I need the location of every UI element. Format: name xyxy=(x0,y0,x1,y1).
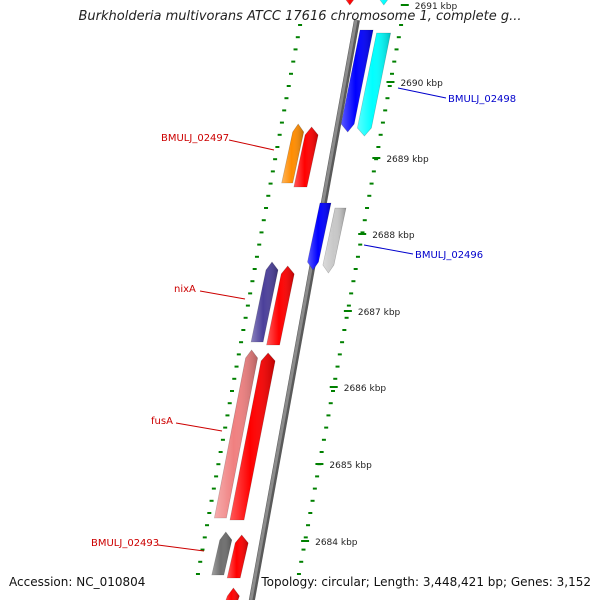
gene-arrow-BMULJ_02493-a-shading xyxy=(211,532,232,575)
gene-arrow-BMULJ_02498-b-shading xyxy=(357,33,391,136)
topology-text: Topology: circular; Length: 3,448,421 bp… xyxy=(261,575,591,589)
gene-label: BMULJ_02498 xyxy=(448,94,516,105)
gene-label: BMULJ_02497 xyxy=(161,133,229,144)
gene-label: BMULJ_02496 xyxy=(415,250,483,261)
gene-leader-line xyxy=(199,290,246,300)
gene-arrow-BMULJ_02498-a-shading xyxy=(341,30,374,132)
gene-arrow-BMULJ_02497-a-shading xyxy=(281,124,304,183)
chromosome-backbone xyxy=(248,19,358,605)
kbp-label: 2689 kbp xyxy=(386,155,429,165)
map-title: Burkholderia multivorans ATCC 17616 chro… xyxy=(78,9,522,24)
gene-arrow-cyan-top-shading xyxy=(380,0,388,5)
kbp-label: 2691 kbp xyxy=(415,2,458,12)
gene-arrow-nixA-a-shading xyxy=(251,262,278,342)
gene-arrow-nixA-b-shading xyxy=(266,266,295,345)
gene-leader-line xyxy=(228,139,275,151)
gene-arrow-fusA-a-shading xyxy=(214,350,258,518)
gene-leader-line xyxy=(397,87,447,99)
kbp-label: 2686 kbp xyxy=(344,384,387,394)
gene-label: nixA xyxy=(174,284,196,295)
gene-leader-line xyxy=(157,544,205,552)
gene-arrow-BMULJ_02493-b-shading xyxy=(227,535,249,578)
kbp-label: 2687 kbp xyxy=(358,308,401,318)
kbp-label: 2690 kbp xyxy=(400,79,443,89)
accession-text: Accession: NC_010804 xyxy=(9,575,146,589)
gene-arrow-fusA-b-shading xyxy=(230,353,276,520)
kbp-label: 2684 kbp xyxy=(315,538,358,548)
gene-arrow-red-top-shading xyxy=(346,0,354,5)
gene-arrow-BMULJ_02496-b-shading xyxy=(322,208,346,273)
gene-leader-line xyxy=(175,422,223,432)
gene-arrow-BMULJ_02496-a-shading xyxy=(307,203,331,270)
kbp-label: 2688 kbp xyxy=(372,231,415,241)
gene-leader-line xyxy=(363,244,414,255)
kbp-label: 2685 kbp xyxy=(329,461,372,471)
gene-arrow-BMULJ_02497-b-shading xyxy=(293,127,319,187)
gene-label: fusA xyxy=(151,416,173,427)
gene-label: BMULJ_02493 xyxy=(91,538,159,549)
